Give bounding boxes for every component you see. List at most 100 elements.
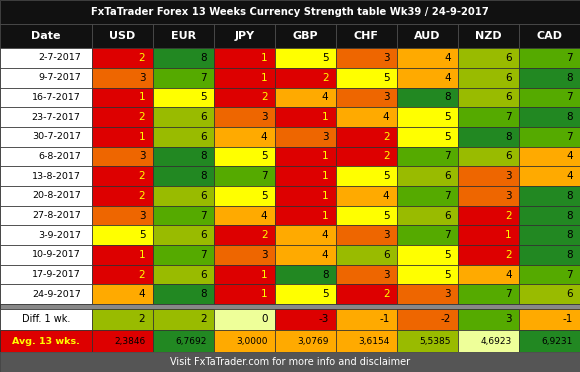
Bar — [519, 308, 580, 330]
Text: 3: 3 — [322, 132, 328, 142]
Bar — [397, 166, 458, 186]
Bar — [458, 330, 519, 352]
Bar — [458, 127, 519, 147]
Bar — [0, 225, 92, 245]
Text: 5: 5 — [261, 151, 267, 161]
Text: 3: 3 — [383, 92, 390, 102]
Bar — [458, 285, 519, 304]
Bar — [458, 225, 519, 245]
Bar — [336, 186, 397, 206]
Text: -2: -2 — [440, 314, 451, 324]
Text: 7: 7 — [444, 230, 451, 240]
Bar — [458, 107, 519, 127]
Text: 3: 3 — [505, 314, 512, 324]
Text: 6: 6 — [505, 73, 512, 83]
Bar — [275, 127, 336, 147]
Bar — [397, 245, 458, 265]
Text: 2: 2 — [383, 151, 390, 161]
Bar — [0, 0, 580, 24]
Text: 10-9-2017: 10-9-2017 — [32, 250, 81, 259]
Bar — [213, 147, 275, 166]
Text: 8: 8 — [444, 92, 451, 102]
Bar — [336, 48, 397, 68]
Bar — [92, 206, 153, 225]
Text: 17-9-2017: 17-9-2017 — [32, 270, 81, 279]
Text: 5: 5 — [444, 250, 451, 260]
Bar — [519, 225, 580, 245]
Text: 6: 6 — [505, 92, 512, 102]
Bar — [213, 186, 275, 206]
Text: 5: 5 — [383, 211, 390, 221]
Bar — [336, 87, 397, 107]
Bar — [153, 147, 214, 166]
Text: 1: 1 — [139, 250, 146, 260]
Text: 6: 6 — [566, 289, 572, 299]
Bar — [519, 68, 580, 87]
Text: JPY: JPY — [234, 31, 254, 41]
Text: Diff. 1 wk.: Diff. 1 wk. — [21, 314, 70, 324]
Bar — [153, 87, 214, 107]
Text: 2: 2 — [505, 250, 512, 260]
Text: -1: -1 — [379, 314, 390, 324]
Bar — [92, 24, 153, 48]
Bar — [275, 225, 336, 245]
Bar — [336, 127, 397, 147]
Bar — [397, 206, 458, 225]
Bar — [153, 308, 214, 330]
Bar — [397, 87, 458, 107]
Bar — [213, 206, 275, 225]
Bar — [336, 285, 397, 304]
Text: 6: 6 — [200, 112, 206, 122]
Bar — [275, 206, 336, 225]
Text: 4: 4 — [139, 289, 146, 299]
Text: 27-8-2017: 27-8-2017 — [32, 211, 81, 220]
Bar — [0, 48, 92, 68]
Text: 3: 3 — [139, 151, 146, 161]
Text: 1: 1 — [139, 132, 146, 142]
Text: 5: 5 — [383, 171, 390, 181]
Text: 2,3846: 2,3846 — [114, 337, 146, 346]
Text: 8: 8 — [566, 230, 572, 240]
Text: 4: 4 — [444, 73, 451, 83]
Bar — [275, 107, 336, 127]
Text: 1: 1 — [505, 230, 512, 240]
Text: FxTaTrader Forex 13 Weeks Currency Strength table Wk39 / 24-9-2017: FxTaTrader Forex 13 Weeks Currency Stren… — [91, 7, 489, 17]
Text: 7: 7 — [566, 270, 572, 280]
Text: 1: 1 — [322, 211, 328, 221]
Bar — [153, 127, 214, 147]
Text: 8: 8 — [566, 211, 572, 221]
Text: 6: 6 — [505, 151, 512, 161]
Bar — [92, 308, 153, 330]
Text: 4: 4 — [566, 151, 572, 161]
Bar — [92, 48, 153, 68]
Bar — [458, 68, 519, 87]
Bar — [153, 245, 214, 265]
Bar — [213, 308, 275, 330]
Text: 20-8-2017: 20-8-2017 — [32, 191, 81, 201]
Bar — [213, 24, 275, 48]
Text: 7: 7 — [505, 289, 512, 299]
Bar — [458, 308, 519, 330]
Text: 2: 2 — [139, 314, 146, 324]
Bar — [0, 147, 92, 166]
Text: 5: 5 — [261, 191, 267, 201]
Text: 3,0769: 3,0769 — [297, 337, 328, 346]
Text: 4: 4 — [322, 230, 328, 240]
Text: 9-7-2017: 9-7-2017 — [38, 73, 81, 82]
Text: AUD: AUD — [414, 31, 441, 41]
Bar — [275, 147, 336, 166]
Text: 2: 2 — [261, 92, 267, 102]
Bar — [92, 186, 153, 206]
Bar — [275, 285, 336, 304]
Bar — [213, 265, 275, 285]
Text: 3: 3 — [383, 270, 390, 280]
Text: 5: 5 — [322, 53, 328, 63]
Bar — [336, 166, 397, 186]
Bar — [519, 245, 580, 265]
Text: EUR: EUR — [171, 31, 196, 41]
Text: 5,5385: 5,5385 — [419, 337, 451, 346]
Bar — [336, 265, 397, 285]
Bar — [397, 186, 458, 206]
Text: 4: 4 — [322, 92, 328, 102]
Bar — [397, 107, 458, 127]
